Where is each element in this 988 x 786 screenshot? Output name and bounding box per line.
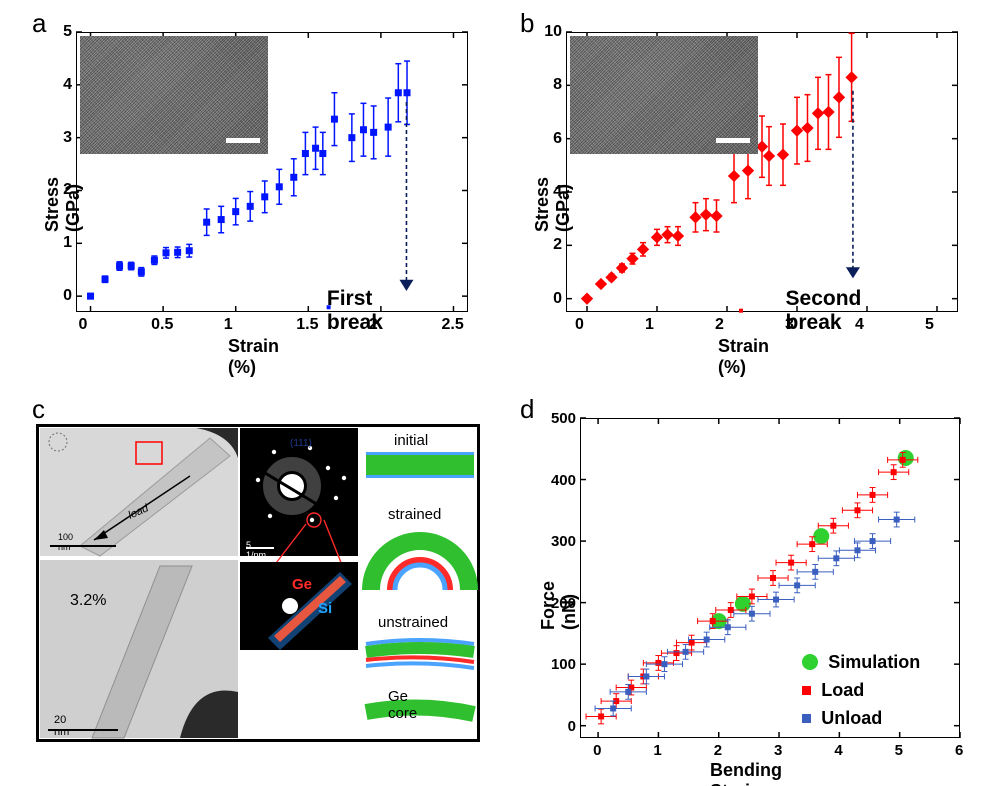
legend-swatch — [802, 654, 818, 670]
xtick-label: 1 — [653, 742, 661, 759]
xtick-label: 2.5 — [441, 316, 463, 334]
panel-c-saed-111-label: (111) — [290, 438, 312, 449]
ytick-label: 0 — [48, 287, 72, 305]
panel-c-upper-scale-text: 100 nm — [58, 532, 73, 552]
xtick-label: 2 — [715, 316, 724, 334]
ytick-label: 300 — [542, 533, 576, 550]
legend-swatch — [802, 714, 811, 723]
ytick-label: 3 — [48, 129, 72, 147]
xtick-label: 4 — [834, 742, 842, 759]
ytick-label: 10 — [538, 23, 562, 41]
ytick-label: 2 — [538, 236, 562, 254]
xtick-label: 1 — [224, 316, 233, 334]
panel-d-label: d — [520, 394, 534, 425]
ytick-label: 400 — [542, 472, 576, 489]
xtick-label: 5 — [925, 316, 934, 334]
xtick-label: 2 — [714, 742, 722, 759]
panel-c-eds-si-label: Si — [318, 600, 332, 617]
ytick-label: 5 — [48, 23, 72, 41]
ytick-label: 2 — [48, 181, 72, 199]
xtick-label: 5 — [895, 742, 903, 759]
figure-root: a Stress (GPa) Strain (%) First break b … — [0, 0, 988, 786]
xtick-label: 0 — [79, 316, 88, 334]
legend-label: Simulation — [828, 652, 920, 673]
xtick-label: 4 — [855, 316, 864, 334]
panel-d-xlabel: Bending Strain (%) — [710, 760, 782, 786]
ytick-label: 4 — [48, 76, 72, 94]
panel-c-eds-ge-label: Ge — [292, 576, 312, 593]
panel-c-schem-label-initial: initial — [394, 432, 428, 449]
panel-c-schem-label-strained: strained — [388, 506, 441, 523]
ytick-label: 200 — [542, 595, 576, 612]
ytick-label: 8 — [538, 76, 562, 94]
panel-c-tem-lower-svg — [40, 560, 238, 738]
xtick-label: 1.5 — [296, 316, 318, 334]
ytick-label: 0 — [538, 290, 562, 308]
panel-c-label: c — [32, 394, 45, 425]
panel-a-xlabel: Strain (%) — [228, 336, 279, 378]
legend-label: Unload — [821, 708, 882, 729]
ytick-label: 500 — [542, 410, 576, 427]
ytick-label: 1 — [48, 234, 72, 252]
legend-item-unload: Unload — [802, 704, 920, 732]
xtick-label: 1 — [645, 316, 654, 334]
panel-a-inset-scalebar — [226, 138, 260, 143]
panel-b-xlabel: Strain (%) — [718, 336, 769, 378]
ytick-label: 6 — [538, 130, 562, 148]
ytick-label: 100 — [542, 656, 576, 673]
legend-label: Load — [821, 680, 864, 701]
xtick-label: 3 — [774, 742, 782, 759]
panel-c-saed-scale-text: 5 1/nm — [246, 540, 266, 560]
panel-c-schem-label-gecore: Ge core — [388, 688, 417, 722]
ytick-label: 0 — [542, 718, 576, 735]
legend-item-load: Load — [802, 676, 920, 704]
ytick-label: 4 — [538, 183, 562, 201]
panel-b-label: b — [520, 8, 534, 39]
xtick-label: 0 — [593, 742, 601, 759]
panel-c-lower-strain-text: 3.2% — [70, 592, 106, 610]
xtick-label: 2 — [369, 316, 378, 334]
panel-b-annotation-text: Second break — [786, 287, 862, 335]
legend-swatch — [802, 686, 811, 695]
legend-item-simulation: Simulation — [802, 648, 920, 676]
xtick-label: 6 — [955, 742, 963, 759]
panel-c-schem-label-unstrained: unstrained — [378, 614, 448, 631]
panel-b-inset-scalebar — [716, 138, 750, 143]
xtick-label: 3 — [785, 316, 794, 334]
panel-c-schematic-svg — [362, 430, 478, 736]
panel-b-inset-image — [570, 36, 758, 154]
panel-c-lower-scale-text: 20 nm — [54, 714, 69, 738]
xtick-label: 0.5 — [151, 316, 173, 334]
xtick-label: 0 — [575, 316, 584, 334]
panel-d-legend: Simulation Load Unload — [802, 648, 920, 732]
panel-a-inset-image — [80, 36, 268, 154]
panel-a-label: a — [32, 8, 46, 39]
